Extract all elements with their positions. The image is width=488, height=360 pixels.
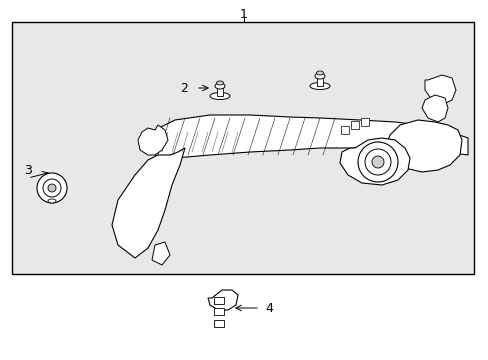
Text: 1: 1 (240, 8, 247, 21)
Polygon shape (138, 125, 168, 155)
Circle shape (48, 184, 56, 192)
Bar (214, 297, 224, 304)
Text: 4: 4 (264, 302, 272, 315)
Bar (360, 118, 368, 126)
Ellipse shape (215, 83, 224, 89)
Polygon shape (424, 75, 455, 105)
Bar (350, 121, 358, 129)
Ellipse shape (209, 93, 229, 99)
Text: 3: 3 (24, 163, 32, 176)
Polygon shape (421, 95, 447, 122)
Bar (316, 76, 323, 86)
Polygon shape (152, 242, 170, 265)
Ellipse shape (314, 73, 325, 79)
Circle shape (37, 173, 67, 203)
Bar (214, 320, 224, 327)
Bar (340, 126, 348, 134)
Circle shape (371, 156, 383, 168)
Circle shape (43, 179, 61, 197)
Circle shape (364, 149, 390, 175)
Polygon shape (155, 115, 467, 158)
Text: 2: 2 (180, 81, 187, 95)
Polygon shape (207, 290, 238, 310)
Bar (217, 86, 223, 96)
Ellipse shape (216, 81, 223, 85)
Ellipse shape (316, 71, 323, 75)
Ellipse shape (309, 82, 329, 90)
Polygon shape (384, 120, 461, 172)
Bar (12, 22, 473, 274)
Ellipse shape (48, 199, 56, 203)
Circle shape (357, 142, 397, 182)
Bar (214, 308, 224, 315)
Polygon shape (112, 148, 184, 258)
Polygon shape (339, 138, 409, 185)
